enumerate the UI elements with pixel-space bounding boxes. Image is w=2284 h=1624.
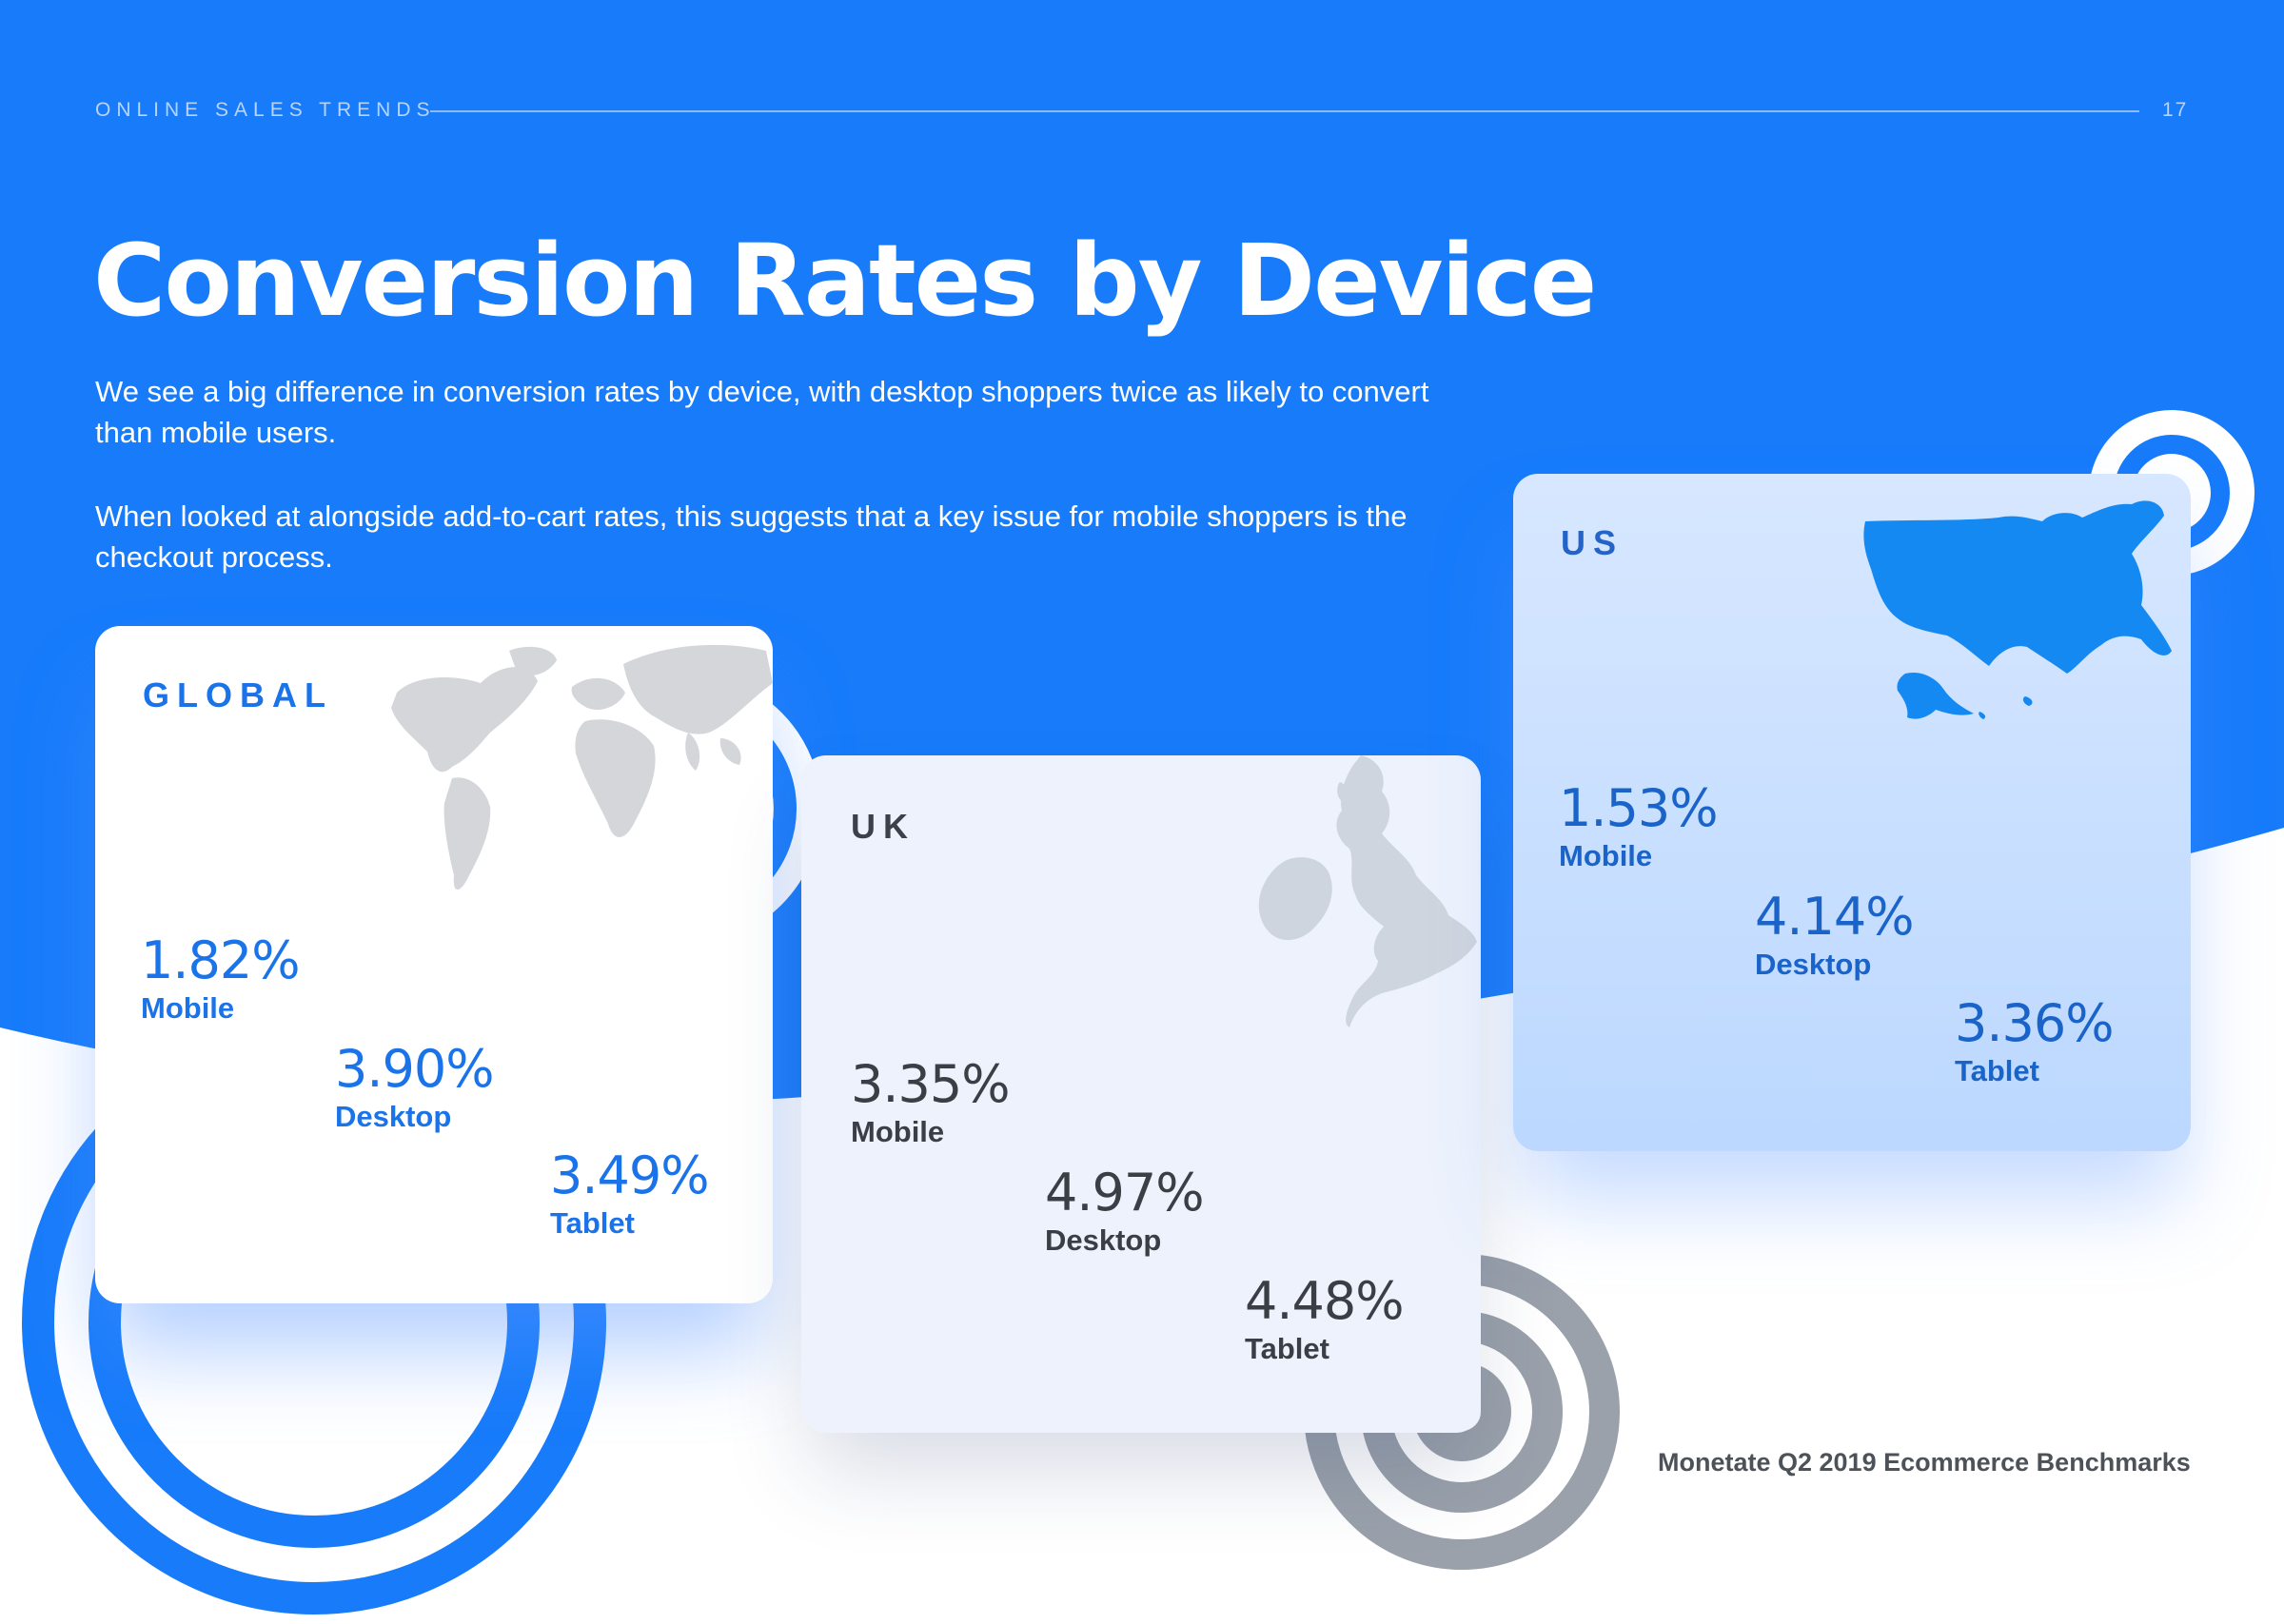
stat-label: Tablet <box>1955 1054 2039 1087</box>
stat-mobile: 3.35% Mobile <box>851 1054 1011 1151</box>
stat-value: 3.90% <box>335 1039 495 1099</box>
header-divider <box>430 110 2139 112</box>
stat-label: Desktop <box>1755 948 1872 981</box>
stat-label: Mobile <box>141 991 235 1025</box>
stat-tablet: 4.48% Tablet <box>1245 1271 1405 1368</box>
stat-tablet: 3.49% Tablet <box>550 1145 710 1242</box>
stat-value: 3.35% <box>851 1054 1011 1114</box>
uk-card: UK 3.35% Mobile 4.97% Desktop 4.48% Tabl… <box>801 755 1481 1433</box>
usa-map-icon <box>1863 500 2172 719</box>
stat-label: Tablet <box>550 1206 635 1240</box>
stat-label: Desktop <box>335 1100 452 1133</box>
us-card: US 1.53% Mobile 4.14% Desktop 3.36% Tabl… <box>1513 474 2191 1151</box>
world-map-icon <box>391 644 773 890</box>
page-title: Conversion Rates by Device <box>93 223 1597 339</box>
stat-desktop: 3.90% Desktop <box>335 1039 495 1136</box>
uk-ireland-map-icon <box>1258 755 1477 1027</box>
source-citation: Monetate Q2 2019 Ecommerce Benchmarks <box>1658 1448 2191 1477</box>
stat-value: 4.48% <box>1245 1271 1405 1331</box>
global-card: GLOBAL 1.82% Mobile 3.90% Desktop 3.49% … <box>95 626 773 1303</box>
stat-value: 3.36% <box>1955 993 2115 1053</box>
page-number: 17 <box>2162 99 2189 121</box>
stat-label: Mobile <box>1559 839 1653 872</box>
stat-label: Tablet <box>1245 1332 1329 1365</box>
stat-label: Mobile <box>851 1115 945 1148</box>
stat-value: 1.53% <box>1559 778 1719 838</box>
section-label: ONLINE SALES TRENDS <box>95 99 436 121</box>
intro-paragraph-1: We see a big difference in conversion ra… <box>95 375 1429 449</box>
stat-value: 1.82% <box>141 930 301 990</box>
stat-desktop: 4.97% Desktop <box>1045 1163 1205 1260</box>
stat-mobile: 1.82% Mobile <box>141 930 301 1027</box>
stat-value: 4.97% <box>1045 1163 1205 1223</box>
stat-value: 4.14% <box>1755 887 1915 947</box>
region-name: UK <box>851 807 916 846</box>
stat-tablet: 3.36% Tablet <box>1955 993 2115 1090</box>
intro-paragraph-2: When looked at alongside add-to-cart rat… <box>95 499 1408 574</box>
region-name: US <box>1561 523 1624 562</box>
stat-value: 3.49% <box>550 1145 710 1205</box>
region-name: GLOBAL <box>143 675 333 714</box>
stat-desktop: 4.14% Desktop <box>1755 887 1915 984</box>
stat-label: Desktop <box>1045 1223 1162 1257</box>
stat-mobile: 1.53% Mobile <box>1559 778 1719 875</box>
